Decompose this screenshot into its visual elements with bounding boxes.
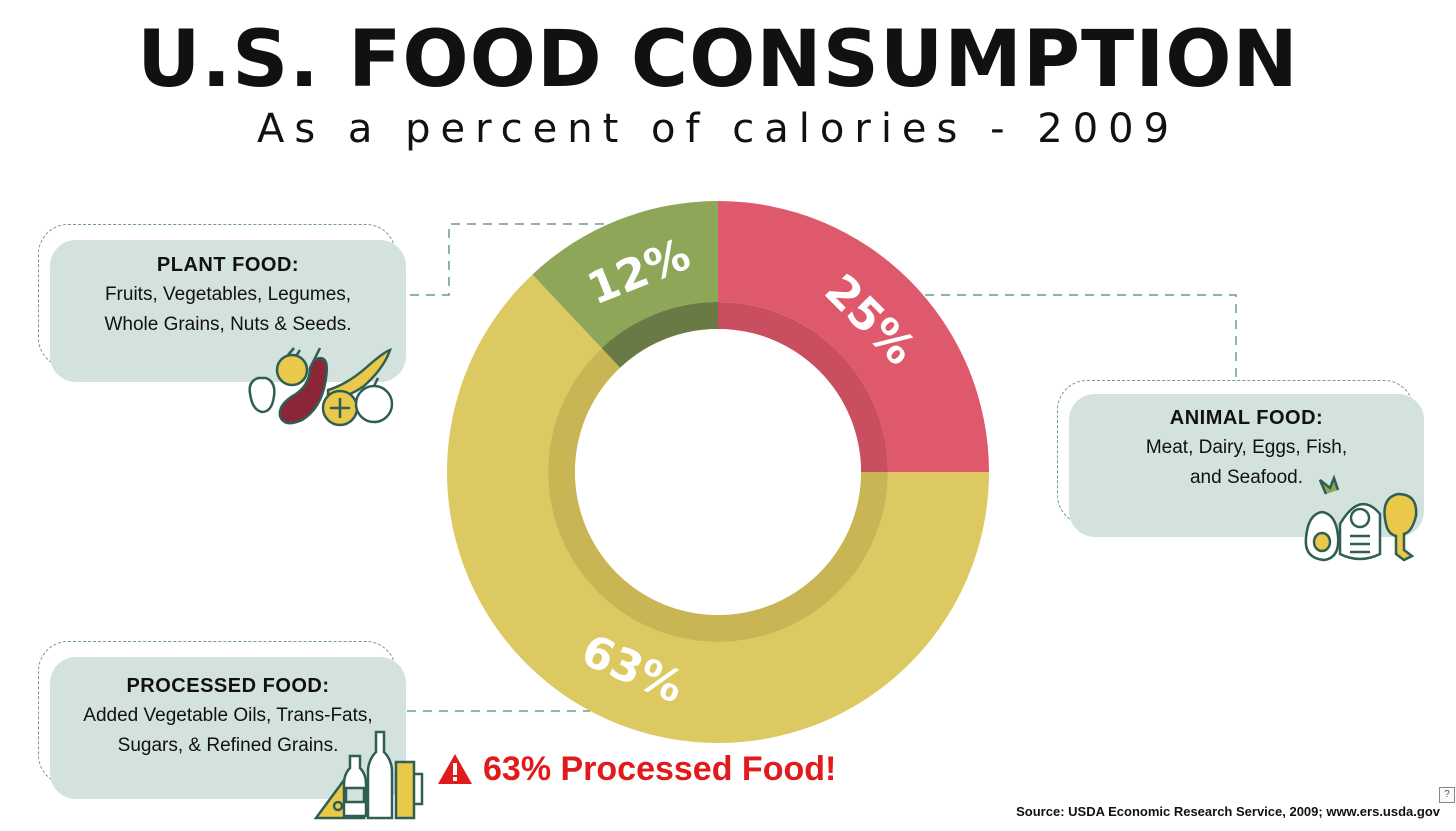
egg-fish-meat-icon bbox=[1304, 474, 1418, 562]
help-button[interactable]: ? bbox=[1439, 787, 1455, 803]
plant-card-title: PLANT FOOD: bbox=[156, 254, 300, 276]
slice-inner-processed-food bbox=[548, 348, 888, 643]
slice-plant-food bbox=[532, 201, 718, 349]
warning-icon bbox=[438, 754, 472, 784]
plant-card-description: Fruits, Vegetables, Legumes, Whole Grain… bbox=[104, 284, 352, 335]
fruits-vegetables-icon bbox=[248, 347, 394, 427]
warning-text: 63% Processed Food! bbox=[483, 750, 837, 788]
slice-animal-food bbox=[718, 201, 989, 472]
processed-card-title: PROCESSED FOOD: bbox=[126, 675, 330, 697]
slice-inner-animal-food bbox=[718, 302, 888, 472]
slice-processed-food bbox=[446, 274, 989, 743]
animal-card-title: ANIMAL FOOD: bbox=[1169, 407, 1324, 429]
donut-hole bbox=[575, 329, 861, 615]
source-citation: Source: USDA Economic Research Service, … bbox=[1016, 804, 1440, 819]
connector-lines bbox=[394, 223, 1237, 712]
page-subtitle: As a percent of calories - 2009 bbox=[256, 106, 1180, 152]
animal-connector bbox=[925, 294, 1237, 378]
slice-inner-plant-food bbox=[601, 302, 718, 368]
plant-food-card: PLANT FOOD: Fruits, Vegetables, Legumes,… bbox=[50, 240, 406, 382]
animal-card-description: Meat, Dairy, Eggs, Fish, and Seafood. bbox=[1145, 437, 1348, 488]
processed-warning: 63% Processed Food! bbox=[437, 744, 836, 794]
bottles-cheese-beer-icon bbox=[313, 730, 424, 820]
donut-slices bbox=[446, 201, 989, 743]
page-title: U.S. FOOD CONSUMPTION bbox=[137, 15, 1299, 105]
processed-card-description: Added Vegetable Oils, Trans-Fats, Sugars… bbox=[83, 705, 373, 756]
